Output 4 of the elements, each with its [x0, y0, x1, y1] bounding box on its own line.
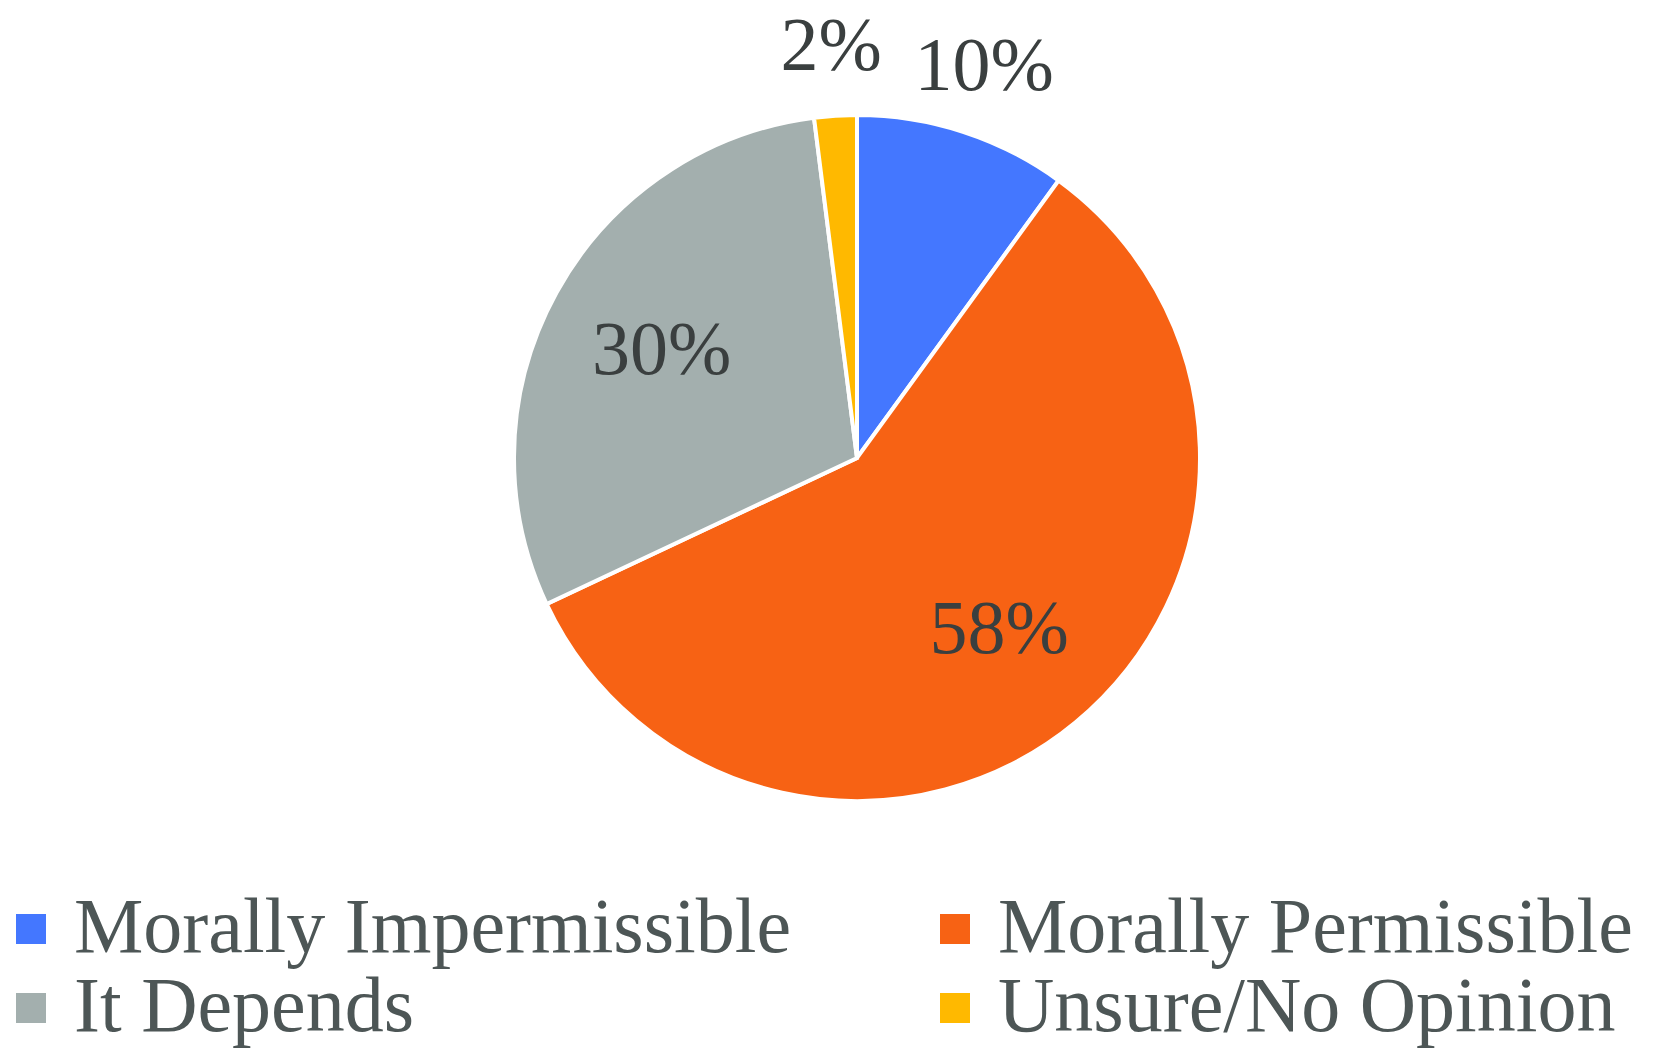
data-label: 58%	[929, 584, 1069, 669]
data-label: 30%	[591, 305, 732, 390]
data-label: 10%	[914, 21, 1054, 106]
data-label: 2%	[780, 2, 882, 87]
